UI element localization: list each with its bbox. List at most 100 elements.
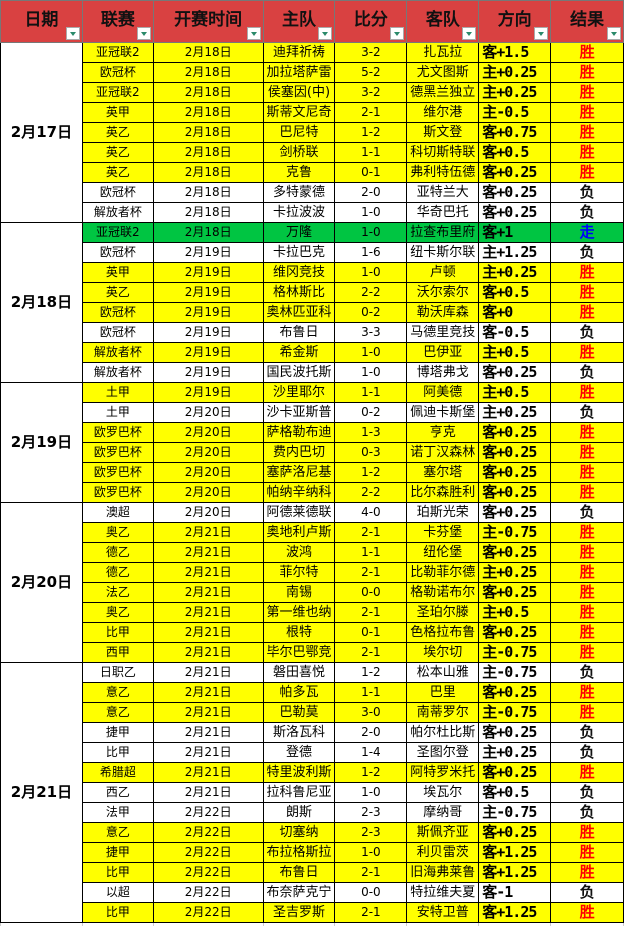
home-cell[interactable]: 根特 — [262, 622, 336, 643]
score-cell[interactable]: 1-0 — [334, 362, 408, 383]
score-cell[interactable]: 1-0 — [334, 842, 408, 863]
score-cell[interactable]: 1-1 — [334, 382, 408, 403]
away-cell[interactable]: 阿美德 — [406, 382, 480, 403]
away-cell[interactable]: 摩纳哥 — [406, 802, 480, 823]
result-cell[interactable]: 负 — [550, 182, 624, 203]
filter-dropdown-icon[interactable] — [534, 27, 549, 40]
result-cell[interactable]: 胜 — [550, 382, 624, 403]
result-cell[interactable]: 胜 — [550, 422, 624, 443]
direction-cell[interactable]: 客+0.25 — [478, 482, 552, 503]
league-cell[interactable]: 德乙 — [81, 562, 154, 583]
result-cell[interactable]: 负 — [550, 882, 624, 903]
date-cell[interactable]: 2月19日 — [0, 382, 83, 503]
result-cell[interactable]: 负 — [550, 502, 624, 523]
away-cell[interactable]: 纽卡斯尔联 — [406, 242, 480, 263]
kickoff-cell[interactable]: 2月18日 — [152, 62, 264, 83]
direction-cell[interactable]: 客+0.75 — [478, 122, 552, 143]
league-cell[interactable]: 欧罗巴杯 — [81, 482, 154, 503]
direction-cell[interactable]: 主+1.25 — [478, 242, 552, 263]
direction-cell[interactable]: 客+0.25 — [478, 462, 552, 483]
filter-dropdown-icon[interactable] — [462, 27, 477, 40]
direction-cell[interactable]: 客+0.25 — [478, 202, 552, 223]
away-cell[interactable]: 圣珀尔滕 — [406, 602, 480, 623]
direction-cell[interactable]: 主+0.25 — [478, 402, 552, 423]
filter-dropdown-icon[interactable] — [65, 27, 80, 40]
direction-cell[interactable]: 客+0.25 — [478, 542, 552, 563]
home-cell[interactable]: 特里波利斯 — [262, 762, 336, 783]
score-cell[interactable]: 3-0 — [334, 702, 408, 723]
empty-cell[interactable] — [0, 922, 83, 926]
score-cell[interactable]: 2-2 — [334, 482, 408, 503]
away-cell[interactable]: 马德里竞技 — [406, 322, 480, 343]
score-cell[interactable]: 4-0 — [334, 502, 408, 523]
league-cell[interactable]: 英乙 — [81, 282, 154, 303]
result-cell[interactable]: 胜 — [550, 822, 624, 843]
kickoff-cell[interactable]: 2月18日 — [152, 102, 264, 123]
league-cell[interactable]: 亚冠联2 — [81, 42, 154, 63]
home-cell[interactable]: 斯洛瓦科 — [262, 722, 336, 743]
away-cell[interactable]: 卡芬堡 — [406, 522, 480, 543]
result-cell[interactable]: 走 — [550, 222, 624, 243]
kickoff-cell[interactable]: 2月22日 — [152, 902, 264, 923]
home-cell[interactable]: 切塞纳 — [262, 822, 336, 843]
result-cell[interactable]: 胜 — [550, 162, 624, 183]
direction-cell[interactable]: 客+0.25 — [478, 502, 552, 523]
result-cell[interactable]: 胜 — [550, 562, 624, 583]
home-cell[interactable]: 维冈竞技 — [262, 262, 336, 283]
result-cell[interactable]: 负 — [550, 242, 624, 263]
league-cell[interactable]: 法甲 — [81, 802, 154, 823]
home-cell[interactable]: 奥地利卢斯 — [262, 522, 336, 543]
kickoff-cell[interactable]: 2月21日 — [152, 722, 264, 743]
away-cell[interactable]: 维尔港 — [406, 102, 480, 123]
result-cell[interactable]: 胜 — [550, 542, 624, 563]
away-cell[interactable]: 松本山雅 — [406, 662, 480, 683]
kickoff-cell[interactable]: 2月18日 — [152, 82, 264, 103]
score-cell[interactable]: 2-3 — [334, 822, 408, 843]
kickoff-cell[interactable]: 2月22日 — [152, 802, 264, 823]
score-cell[interactable]: 0-0 — [334, 882, 408, 903]
league-cell[interactable]: 捷甲 — [81, 722, 154, 743]
home-cell[interactable]: 巴勒莫 — [262, 702, 336, 723]
league-cell[interactable]: 欧罗巴杯 — [81, 422, 154, 443]
score-cell[interactable]: 2-3 — [334, 802, 408, 823]
away-cell[interactable]: 拉查布里府 — [406, 222, 480, 243]
kickoff-cell[interactable]: 2月21日 — [152, 702, 264, 723]
kickoff-cell[interactable]: 2月19日 — [152, 322, 264, 343]
kickoff-cell[interactable]: 2月18日 — [152, 42, 264, 63]
score-cell[interactable]: 2-1 — [334, 902, 408, 923]
league-cell[interactable]: 亚冠联2 — [81, 82, 154, 103]
league-cell[interactable]: 英乙 — [81, 162, 154, 183]
kickoff-cell[interactable]: 2月19日 — [152, 342, 264, 363]
home-cell[interactable]: 阿德莱德联 — [262, 502, 336, 523]
score-cell[interactable]: 3-2 — [334, 42, 408, 63]
home-cell[interactable]: 塞萨洛尼基 — [262, 462, 336, 483]
score-cell[interactable]: 1-2 — [334, 122, 408, 143]
home-cell[interactable]: 斯蒂文尼奇 — [262, 102, 336, 123]
kickoff-cell[interactable]: 2月21日 — [152, 522, 264, 543]
result-cell[interactable]: 胜 — [550, 282, 624, 303]
date-cell[interactable]: 2月21日 — [0, 662, 83, 923]
kickoff-cell[interactable]: 2月21日 — [152, 762, 264, 783]
league-cell[interactable]: 德乙 — [81, 542, 154, 563]
score-cell[interactable]: 5-2 — [334, 62, 408, 83]
direction-cell[interactable]: 主-0.75 — [478, 802, 552, 823]
league-cell[interactable]: 英甲 — [81, 262, 154, 283]
direction-cell[interactable]: 客+0.5 — [478, 782, 552, 803]
direction-cell[interactable]: 主+0.5 — [478, 382, 552, 403]
home-cell[interactable]: 菲尔特 — [262, 562, 336, 583]
home-cell[interactable]: 万隆 — [262, 222, 336, 243]
result-cell[interactable]: 负 — [550, 202, 624, 223]
score-cell[interactable]: 2-1 — [334, 602, 408, 623]
home-cell[interactable]: 第一维也纳 — [262, 602, 336, 623]
kickoff-cell[interactable]: 2月18日 — [152, 202, 264, 223]
away-cell[interactable]: 华奇巴托 — [406, 202, 480, 223]
away-cell[interactable]: 佩迪卡斯堡 — [406, 402, 480, 423]
direction-cell[interactable]: 客+0.25 — [478, 622, 552, 643]
direction-cell[interactable]: 客+0.25 — [478, 582, 552, 603]
league-cell[interactable]: 捷甲 — [81, 842, 154, 863]
result-cell[interactable]: 胜 — [550, 342, 624, 363]
home-cell[interactable]: 波鸿 — [262, 542, 336, 563]
league-cell[interactable]: 比甲 — [81, 902, 154, 923]
kickoff-cell[interactable]: 2月20日 — [152, 482, 264, 503]
kickoff-cell[interactable]: 2月18日 — [152, 142, 264, 163]
